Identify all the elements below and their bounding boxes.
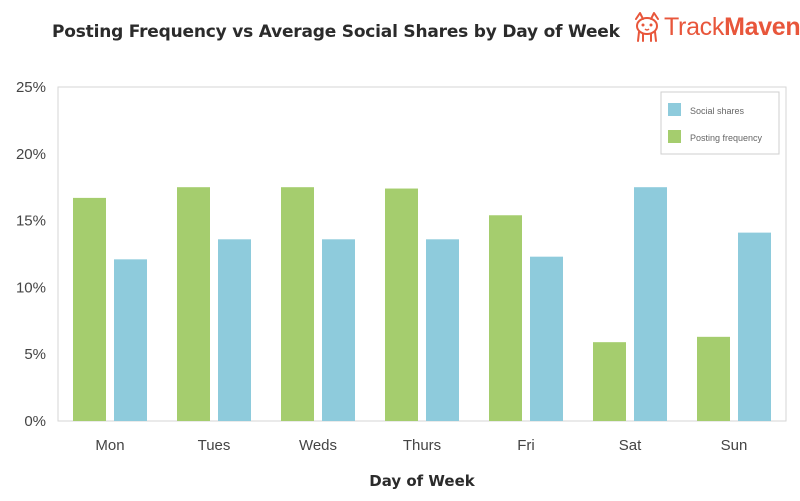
bar-posting-frequency-sat: [593, 342, 626, 421]
bar-posting-frequency-mon: [73, 197, 106, 421]
y-tick-label: 5%: [24, 346, 46, 363]
x-tick-label: Thurs: [403, 437, 441, 454]
brand-name-prefix: Track: [664, 12, 725, 41]
x-tick-label: Sun: [721, 437, 748, 454]
x-tick-label: Weds: [299, 437, 337, 454]
bar-social-shares-tues: [218, 239, 251, 421]
bar-social-shares-thurs: [426, 239, 459, 421]
x-axis-label: Day of Week: [369, 472, 476, 490]
bar-posting-frequency-weds: [281, 187, 314, 421]
bar-social-shares-mon: [114, 259, 147, 421]
legend-label: Posting frequency: [690, 133, 763, 143]
brand-name-suffix: Maven: [724, 12, 800, 41]
x-tick-label: Tues: [198, 437, 231, 454]
x-axis-ticks: Mon Tues Weds Thurs Fri Sat Sun: [95, 437, 747, 454]
bar-social-shares-weds: [322, 239, 355, 421]
x-tick-label: Mon: [95, 437, 124, 454]
x-tick-label: Fri: [517, 437, 535, 454]
legend-swatch: [668, 103, 681, 116]
bar-social-shares-sat: [634, 187, 667, 421]
dog-icon: [635, 12, 659, 42]
bar-posting-frequency-fri: [489, 215, 522, 421]
legend-frame: [660, 91, 780, 155]
y-tick-label: 20%: [16, 146, 46, 163]
legend-label: Social shares: [690, 106, 745, 116]
legend: Social shares Posting frequency: [660, 91, 780, 155]
y-tick-label: 25%: [16, 79, 46, 96]
y-axis-ticks: 0% 5% 10% 15% 20% 25%: [16, 79, 46, 430]
plot-area-frame: [57, 86, 787, 422]
trackmaven-logo: TrackMaven: [630, 10, 800, 44]
bar-social-shares-fri: [530, 256, 563, 421]
bar-posting-frequency-thurs: [385, 188, 418, 421]
bars: [73, 187, 771, 421]
bar-social-shares-sun: [738, 232, 771, 421]
bar-posting-frequency-sun: [697, 336, 730, 421]
bar-posting-frequency-tues: [177, 187, 210, 421]
y-tick-label: 0%: [24, 413, 46, 430]
y-tick-label: 15%: [16, 213, 46, 230]
chart-title: Posting Frequency vs Average Social Shar…: [52, 22, 620, 42]
legend-swatch: [668, 130, 681, 143]
y-tick-label: 10%: [16, 279, 46, 296]
brand-name: TrackMaven: [664, 13, 800, 42]
x-tick-label: Sat: [619, 437, 642, 454]
